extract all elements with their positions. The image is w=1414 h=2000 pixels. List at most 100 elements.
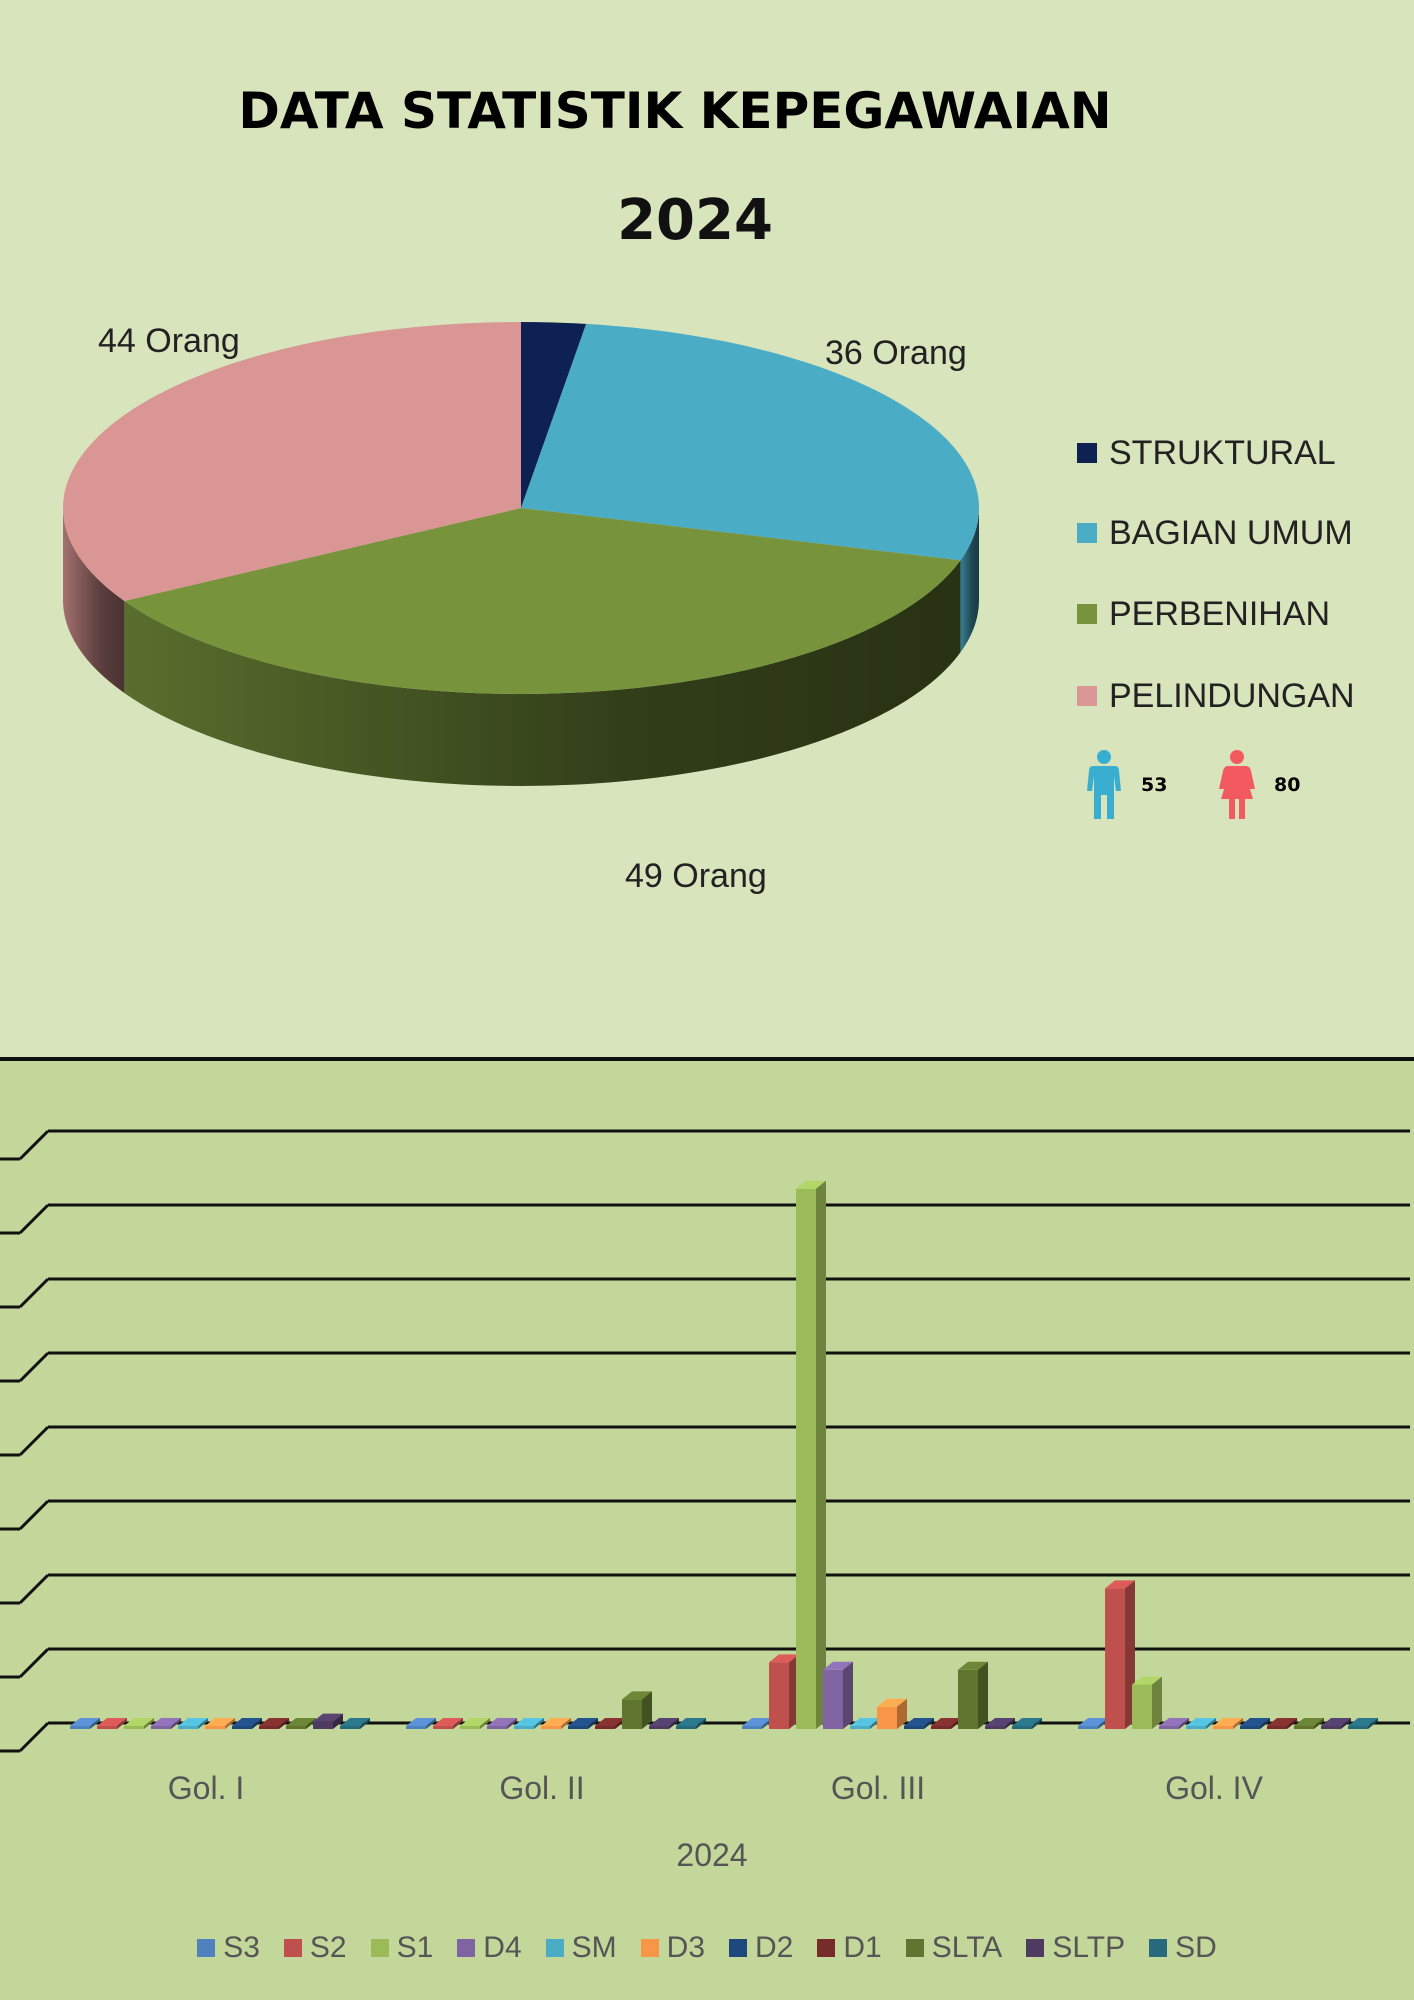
page-title: DATA STATISTIK KEPEGAWAIAN (238, 82, 1112, 140)
x-tick-label: Gol. I (168, 1770, 244, 1806)
legend-label: D2 (755, 1931, 794, 1964)
legend-swatch (729, 1939, 748, 1957)
bar-s2-gol-iii (769, 1654, 799, 1729)
legend-swatch-struktural (1077, 443, 1097, 463)
bar-s2-gol-ii (433, 1718, 463, 1729)
legend-label: BAGIAN UMUM (1109, 513, 1353, 552)
gridline (0, 1351, 1410, 1383)
male-count: 53 (1085, 748, 1167, 822)
legend-label: S2 (309, 1931, 347, 1964)
legend-item-sm: SM (545, 1931, 617, 1965)
bar-sm-gol-ii (514, 1718, 544, 1729)
bar-slta-gol-i (286, 1718, 316, 1729)
legend-item-pelindungan: PELINDUNGAN (1077, 674, 1355, 718)
bar-sm-gol-iii (850, 1718, 880, 1729)
bar-d1-gol-iii (931, 1718, 961, 1729)
legend-swatch (283, 1939, 302, 1957)
legend-label: S1 (396, 1931, 434, 1964)
gridline (0, 1573, 1410, 1605)
legend-swatch (817, 1939, 836, 1957)
bar-d1-gol-i (259, 1718, 289, 1729)
pie-side-pelindungan (63, 508, 125, 693)
bar-d4-gol-iii (823, 1661, 853, 1729)
gridline (0, 1647, 1410, 1679)
bar-s3-gol-iv (1078, 1718, 1108, 1729)
pie-chart (63, 322, 979, 786)
bar-d1-gol-iv (1267, 1718, 1297, 1729)
legend-item-s3: S3 (197, 1931, 260, 1965)
bar-sltp-gol-i (313, 1713, 343, 1729)
bar-sd-gol-i (340, 1718, 370, 1729)
legend-label: SD (1175, 1931, 1217, 1964)
legend-label: SM (571, 1931, 617, 1964)
pie-chart-title: 2024 (617, 188, 773, 253)
bar-chart-panel (0, 1061, 1414, 2000)
x-tick-label: Gol. II (499, 1770, 584, 1806)
legend-item-struktural: STRUKTURAL (1077, 431, 1336, 475)
gridline (0, 1277, 1410, 1309)
legend-label: D4 (483, 1931, 522, 1964)
bar-d3-gol-iv (1213, 1718, 1243, 1729)
legend-swatch-bagian-umum (1077, 523, 1097, 543)
bar-d2-gol-i (232, 1718, 262, 1729)
bar-sd-gol-ii (676, 1718, 706, 1729)
gridline (0, 1499, 1410, 1531)
bar-s3-gol-iii (742, 1718, 772, 1729)
bar-sd-gol-iii (1012, 1718, 1042, 1729)
section-divider (0, 1057, 1414, 1061)
bar-s3-gol-i (70, 1718, 100, 1729)
bar-s2-gol-i (97, 1718, 127, 1729)
legend-item-d2: D2 (729, 1931, 793, 1965)
female-count: 80 (1218, 748, 1300, 822)
legend-swatch (1149, 1939, 1168, 1957)
male-person-icon (1087, 750, 1121, 819)
bar-d2-gol-ii (568, 1718, 598, 1729)
legend-item-d4: D4 (457, 1931, 522, 1965)
legend-item-d1: D1 (817, 1931, 882, 1965)
legend-item-d3: D3 (640, 1931, 706, 1965)
female-person-icon (1219, 750, 1255, 819)
legend-swatch (1026, 1939, 1045, 1957)
bar-slta-gol-iii (958, 1661, 988, 1729)
legend-item-sltp: SLTP (1026, 1931, 1125, 1965)
pie-label-perbenihan: 49 Orang (625, 857, 767, 895)
legend-swatch-pelindungan (1077, 686, 1097, 706)
bar-sltp-gol-iv (1321, 1718, 1351, 1729)
legend-label: SLTP (1052, 1931, 1126, 1964)
bar-d4-gol-ii (487, 1718, 517, 1729)
pie-slice-bagian-umum (521, 323, 979, 561)
bar-s3-gol-ii (406, 1718, 436, 1729)
bar-chart: Gol. I Gol. II Gol. III Gol. IV 2024 (0, 1129, 1410, 1873)
pie-slice-struktural (521, 322, 587, 508)
legend-swatch (905, 1939, 924, 1957)
pie-slice-pelindungan (63, 322, 522, 601)
bar-s1-gol-i (124, 1718, 154, 1729)
bar-slta-gol-iv (1294, 1718, 1324, 1729)
legend-item-sd: SD (1149, 1931, 1217, 1965)
pie-label-bagian-umum: 36 Orang (825, 334, 967, 372)
legend-swatch (197, 1939, 216, 1957)
legend-swatch (545, 1939, 564, 1957)
bar-sm-gol-i (178, 1718, 208, 1729)
bar-d1-gol-ii (595, 1718, 625, 1729)
bar-sd-gol-iv (1348, 1718, 1378, 1729)
bar-slta-gol-ii (622, 1691, 652, 1729)
legend-item-s1: S1 (370, 1931, 434, 1965)
pie-side-perbenihan (124, 560, 961, 786)
x-tick-label: Gol. III (831, 1770, 925, 1806)
legend-swatch-perbenihan (1077, 604, 1097, 624)
legend-item-bagian-umum: BAGIAN UMUM (1077, 511, 1353, 555)
legend-item-perbenihan: PERBENIHAN (1077, 592, 1330, 636)
legend-label: SLTA (931, 1931, 1003, 1964)
bar-s1-gol-ii (460, 1718, 490, 1729)
legend-swatch (640, 1939, 659, 1957)
male-count-value: 53 (1141, 774, 1168, 796)
legend-item-slta: SLTA (905, 1931, 1003, 1965)
legend-swatch (370, 1939, 389, 1957)
bar-sltp-gol-ii (649, 1718, 679, 1729)
bar-d2-gol-iii (904, 1718, 934, 1729)
pie-slice-perbenihan (124, 508, 961, 695)
legend-label: PERBENIHAN (1109, 594, 1331, 633)
legend-label: D3 (666, 1931, 706, 1964)
bar-s1-gol-iii (796, 1180, 826, 1729)
